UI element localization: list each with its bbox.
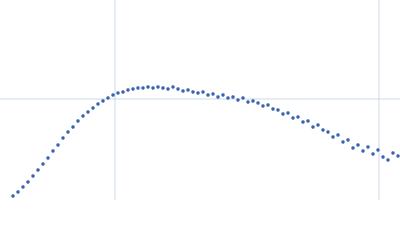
point (231, 95, 235, 99)
point (141, 86, 145, 90)
point (226, 96, 230, 100)
point (41, 162, 45, 166)
point (316, 123, 320, 127)
page: {"chart_data": {"type": "scatter", "colo… (0, 0, 400, 200)
point (241, 96, 245, 100)
point (61, 136, 65, 140)
point (91, 106, 95, 110)
point (206, 93, 210, 97)
point (116, 91, 120, 95)
point (366, 145, 370, 149)
point (311, 125, 315, 129)
point (201, 90, 205, 94)
point (136, 86, 140, 90)
point (161, 86, 165, 90)
point (11, 194, 15, 198)
point (376, 148, 380, 152)
point (196, 91, 200, 95)
point (361, 149, 365, 153)
point (276, 108, 280, 112)
point (176, 87, 180, 91)
point (331, 135, 335, 139)
point (286, 111, 290, 115)
point (396, 154, 400, 158)
point (186, 88, 190, 92)
point (301, 120, 305, 124)
point (21, 185, 25, 189)
point (281, 112, 285, 116)
point (126, 88, 130, 92)
point (76, 119, 80, 123)
point (66, 130, 70, 134)
point (306, 119, 310, 123)
point (351, 146, 355, 150)
point (86, 110, 90, 114)
point (106, 96, 110, 100)
point (156, 85, 160, 89)
point (146, 85, 150, 89)
point (211, 92, 215, 96)
point (26, 180, 30, 184)
point (341, 140, 345, 144)
point (386, 158, 390, 162)
point (71, 125, 75, 129)
point (36, 168, 40, 172)
point (131, 87, 135, 91)
point (16, 190, 20, 194)
chart (0, 0, 400, 200)
point (271, 107, 275, 111)
point (256, 101, 260, 105)
point (356, 143, 360, 147)
point (261, 104, 265, 108)
point (46, 156, 50, 160)
point (171, 85, 175, 89)
point (51, 149, 55, 153)
point (371, 152, 375, 156)
point (101, 99, 105, 103)
point (121, 90, 125, 94)
point (236, 98, 240, 102)
point (336, 133, 340, 137)
point (391, 151, 395, 155)
point (191, 90, 195, 94)
point (326, 130, 330, 134)
point (151, 86, 155, 90)
point (346, 138, 350, 142)
point (246, 100, 250, 104)
point (96, 102, 100, 106)
point (266, 103, 270, 107)
point (221, 93, 225, 97)
point (31, 174, 35, 178)
point (291, 116, 295, 120)
point (381, 155, 385, 159)
point (321, 128, 325, 132)
point (181, 89, 185, 93)
point (216, 95, 220, 99)
point (81, 114, 85, 118)
point (296, 115, 300, 119)
point (111, 93, 115, 97)
point (251, 99, 255, 103)
point (56, 143, 60, 147)
point (166, 87, 170, 91)
